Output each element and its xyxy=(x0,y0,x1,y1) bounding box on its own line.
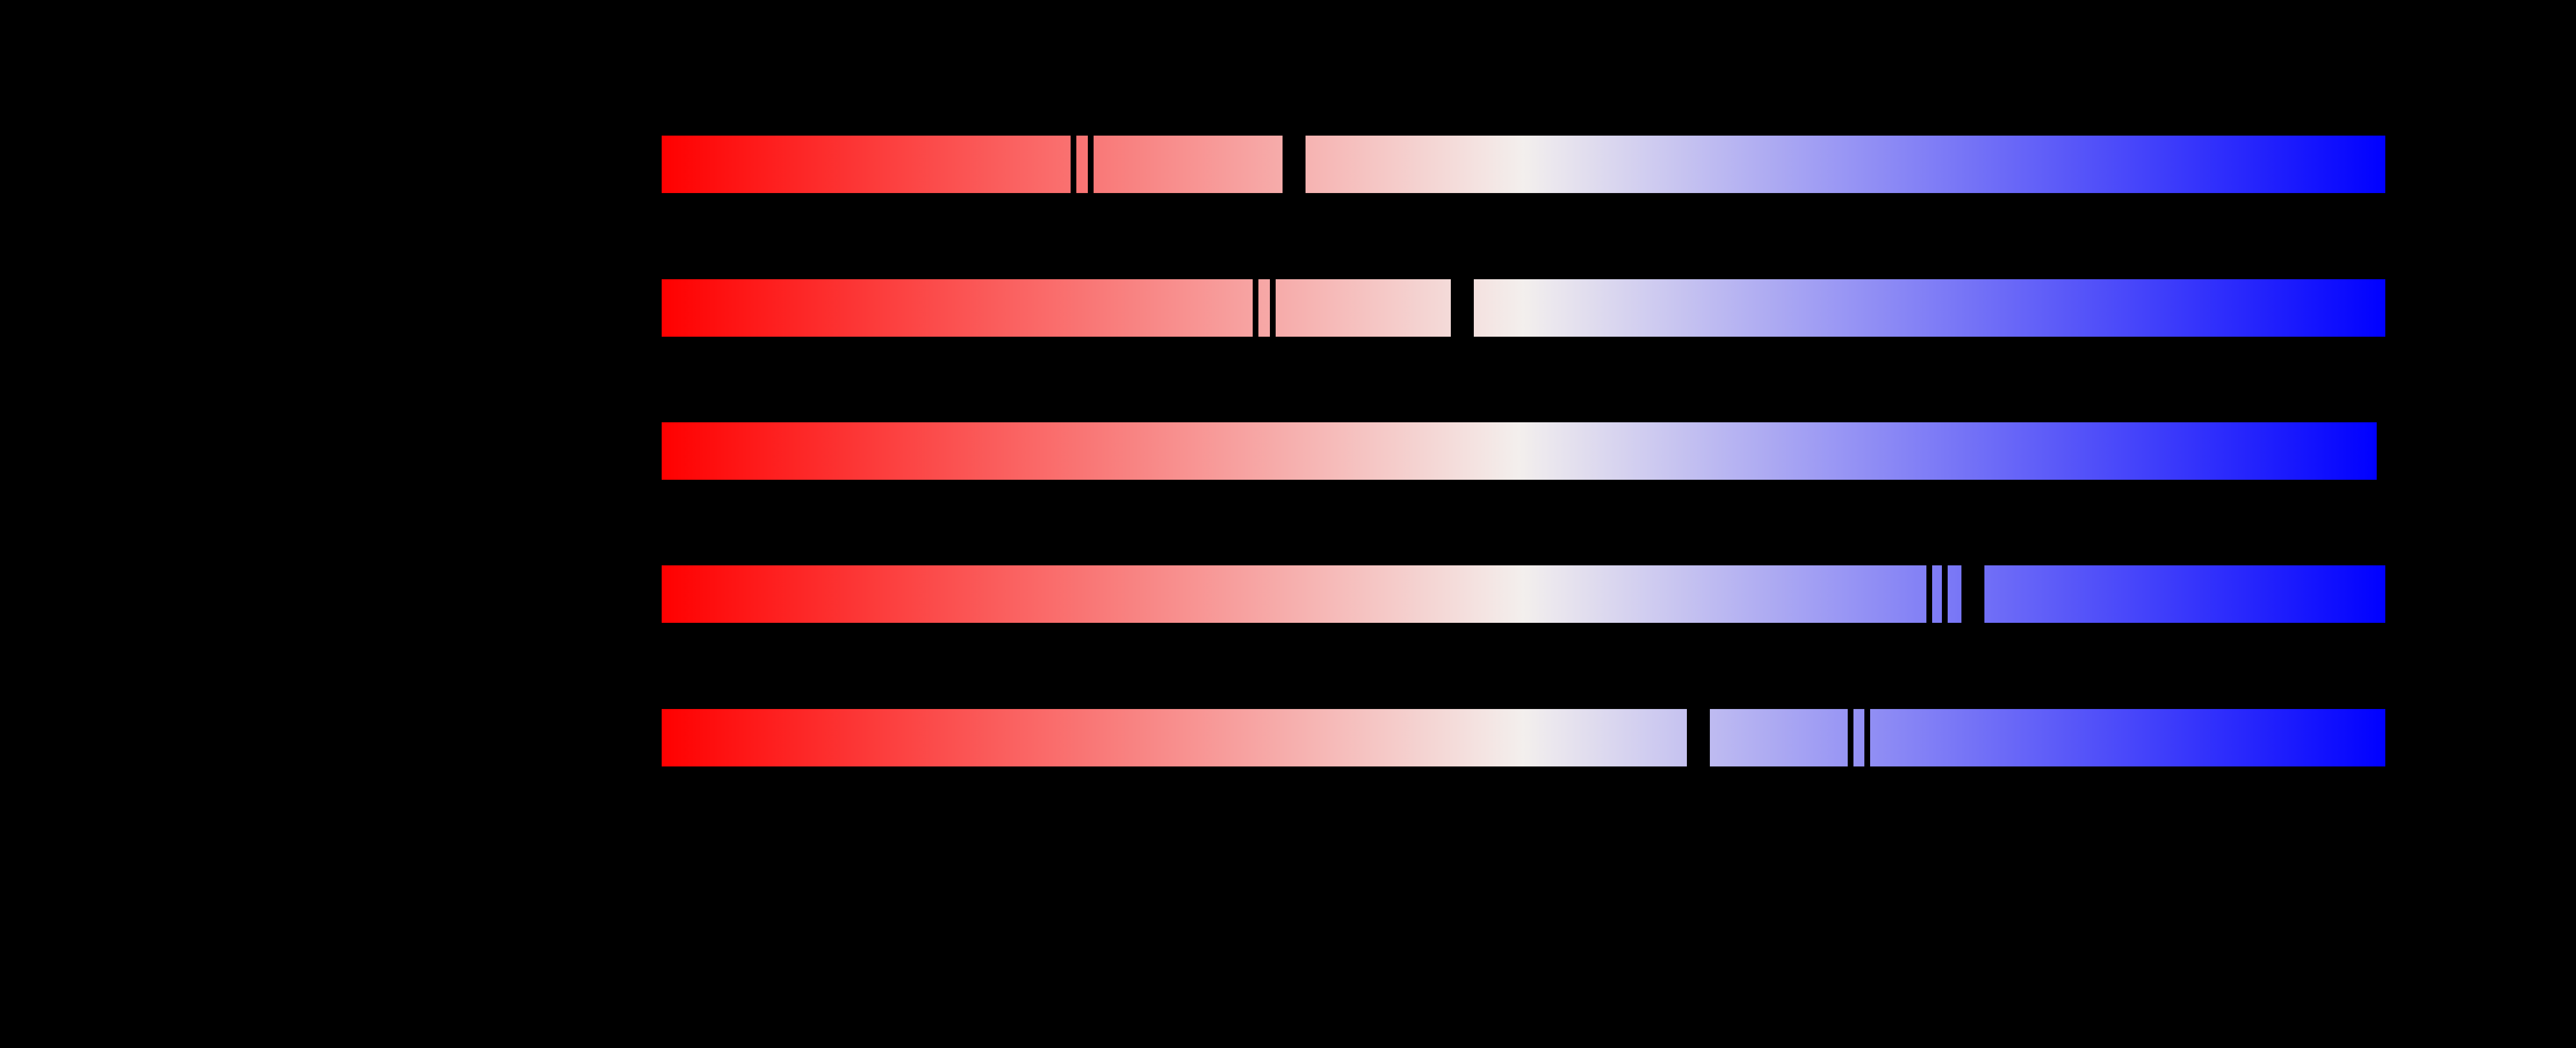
thick-tick-marker xyxy=(1451,279,1474,337)
thin-tick-marker xyxy=(1253,279,1258,337)
gradient-strip-4 xyxy=(662,565,2385,623)
thick-tick-marker xyxy=(1961,565,1984,623)
gradient-strip-3 xyxy=(662,422,2377,480)
gradient-strip-1 xyxy=(662,136,2385,193)
thin-tick-marker xyxy=(1270,279,1276,337)
thin-tick-marker xyxy=(1848,709,1853,766)
thin-tick-marker xyxy=(1071,136,1076,193)
thick-tick-marker xyxy=(1687,709,1710,766)
thin-tick-marker xyxy=(1942,565,1948,623)
gradient-strip-5 xyxy=(662,709,2385,766)
thin-tick-marker xyxy=(1926,565,1932,623)
thin-tick-marker xyxy=(1864,709,1870,766)
gradient-strip-2 xyxy=(662,279,2385,337)
thick-tick-marker xyxy=(1283,136,1306,193)
thin-tick-marker xyxy=(1088,136,1094,193)
